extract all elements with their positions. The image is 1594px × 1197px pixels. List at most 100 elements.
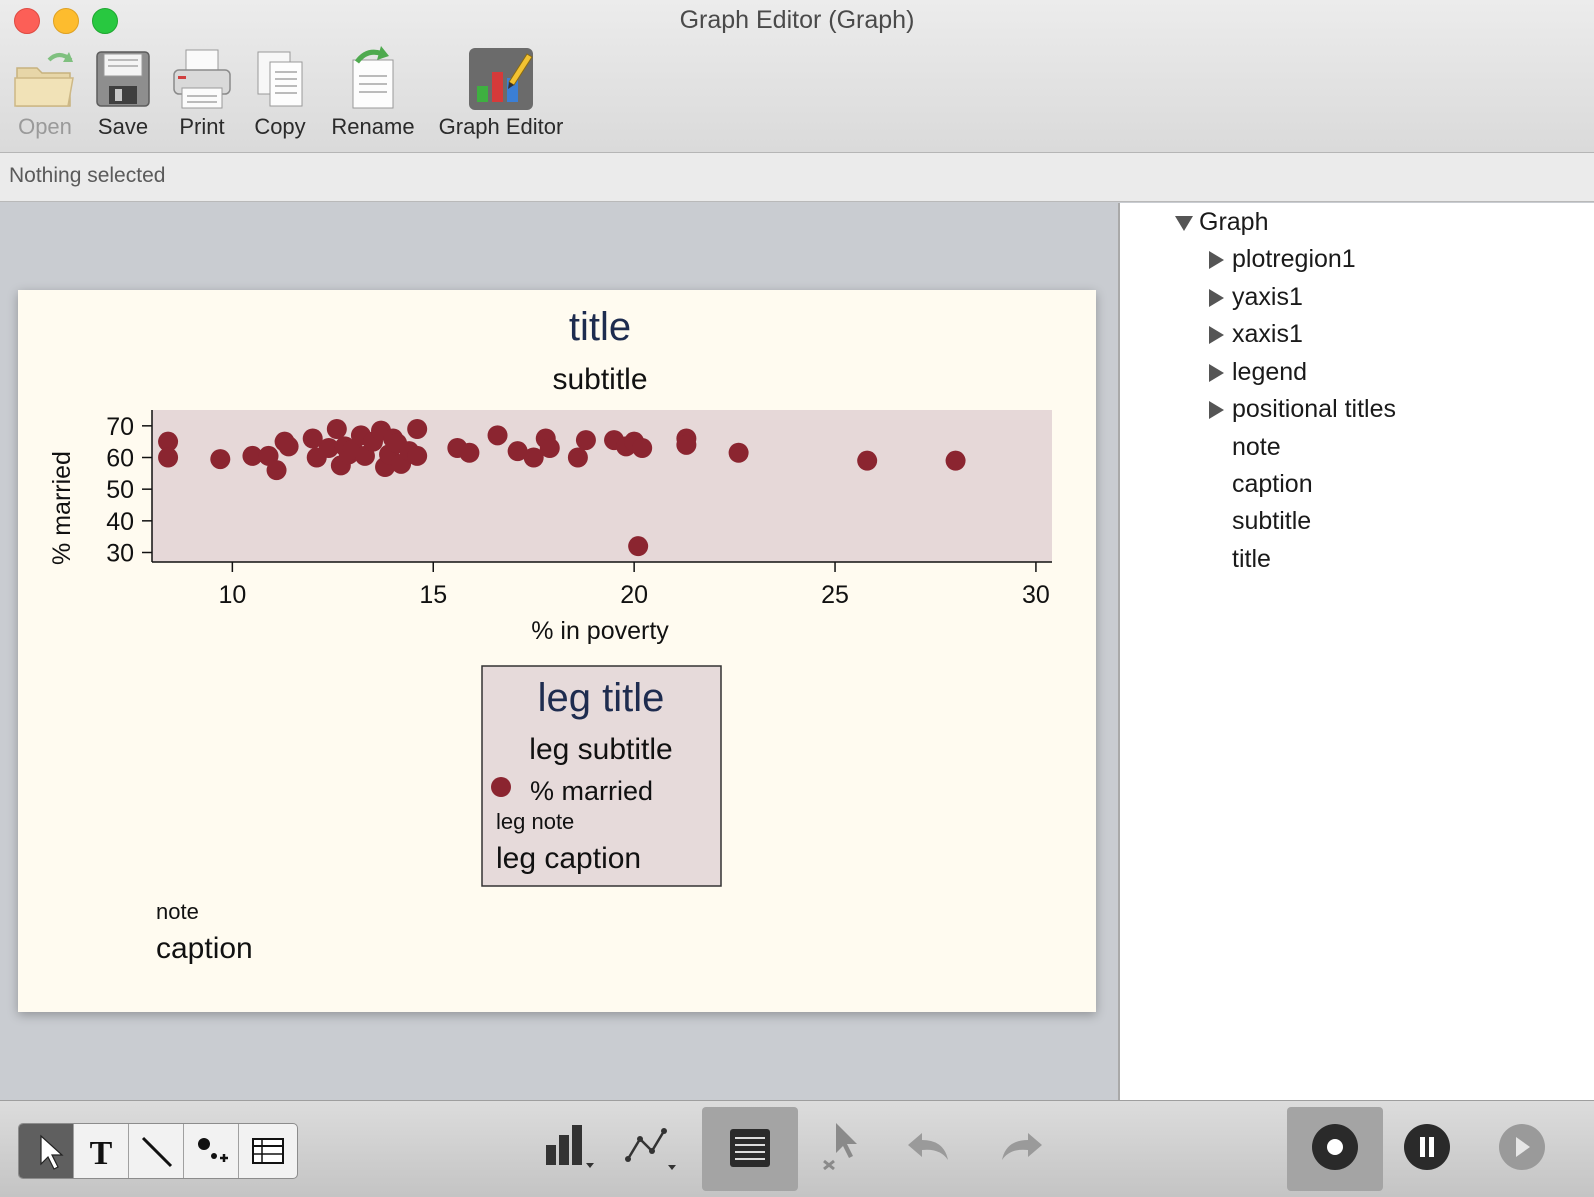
data-point (326, 419, 347, 439)
y-axis-title[interactable]: % married (48, 451, 76, 565)
x-tick-label: 15 (419, 581, 447, 609)
tree-node-legend[interactable]: legend (1209, 358, 1307, 387)
open-button[interactable]: Open (12, 46, 78, 140)
x-tick-label: 20 (620, 581, 648, 609)
y-tick-label: 30 (106, 540, 134, 568)
table-tool-button[interactable] (239, 1124, 294, 1178)
object-browser-toggle-button[interactable] (702, 1107, 798, 1191)
disclosure-triangle-collapsed-icon[interactable] (1209, 251, 1224, 270)
data-point (676, 434, 697, 455)
y-tick-label: 60 (106, 445, 134, 473)
tree-node-xaxis1[interactable]: xaxis1 (1209, 320, 1303, 349)
text-tool-icon: T (90, 1135, 113, 1172)
data-point (459, 442, 480, 463)
tree-node-note[interactable]: note (1232, 433, 1281, 461)
line-graph-icon (625, 1128, 676, 1170)
x-tick-label: 25 (821, 581, 849, 609)
data-point (945, 450, 966, 471)
drawing-tools-group: T (18, 1123, 298, 1179)
legend-frame (481, 665, 722, 887)
data-point (242, 445, 263, 466)
print-button[interactable]: Print (170, 46, 234, 140)
legend-note[interactable]: leg note (496, 809, 574, 834)
graph-title[interactable]: title (569, 305, 631, 349)
tree-node-graph[interactable]: Graph (1175, 208, 1268, 237)
play-button[interactable] (1480, 1107, 1576, 1191)
data-point (278, 436, 299, 457)
graph-scatter-plot[interactable]: 30 40 50 60 70 10 15 20 25 30 title subtitle % in… (18, 290, 1096, 1012)
panel-divider[interactable] (1118, 203, 1120, 1100)
close-window-button[interactable] (14, 8, 40, 34)
pause-icon (1404, 1124, 1450, 1170)
save-button[interactable]: Save (91, 46, 155, 140)
bar-chart-icon (546, 1125, 594, 1168)
undo-button[interactable] (888, 1107, 984, 1191)
line-graph-dropdown-button[interactable] (612, 1107, 708, 1191)
legend-title[interactable]: leg title (538, 676, 665, 720)
legend-caption[interactable]: leg caption (496, 842, 641, 875)
data-point (407, 445, 428, 466)
list-icon (730, 1129, 770, 1167)
graph-page[interactable]: 30 40 50 60 70 10 15 20 25 30 title subtitle % in… (18, 290, 1096, 1012)
table-grid-icon (252, 1138, 284, 1164)
copy-button[interactable]: Copy (248, 46, 312, 140)
disclosure-triangle-collapsed-icon[interactable] (1209, 401, 1224, 420)
contextual-toolbar-button[interactable] (798, 1107, 894, 1191)
data-point (728, 442, 749, 463)
data-point (632, 438, 653, 458)
save-label: Save (97, 114, 149, 139)
line-tool-button[interactable] (129, 1124, 184, 1178)
disclosure-triangle-collapsed-icon[interactable] (1209, 364, 1224, 383)
tree-node-label: xaxis1 (1232, 320, 1303, 348)
legend-key-label: % married (530, 776, 653, 806)
graph-caption[interactable]: caption (156, 932, 253, 965)
legend-subtitle[interactable]: leg subtitle (529, 733, 672, 766)
record-button[interactable] (1287, 1107, 1383, 1191)
graph-editor-button[interactable]: Graph Editor (434, 46, 568, 140)
tree-node-label: legend (1232, 358, 1308, 386)
data-point (318, 438, 339, 458)
tree-node-positional-titles[interactable]: positional titles (1209, 395, 1396, 424)
line-tool-icon (141, 1136, 173, 1168)
data-point (567, 447, 588, 468)
bar-chart-dropdown-button[interactable] (530, 1107, 626, 1191)
x-axis-title[interactable]: % in poverty (531, 617, 669, 645)
tree-node-caption[interactable]: caption (1232, 470, 1313, 498)
editor-bottom-toolbar: T (0, 1100, 1594, 1197)
legend-box[interactable]: leg title leg subtitle % married leg not… (481, 665, 722, 887)
selection-status-bar: Nothing selected (0, 153, 1594, 202)
tree-node-plotregion1[interactable]: plotregion1 (1209, 245, 1356, 274)
data-point (523, 447, 544, 468)
record-icon (1312, 1124, 1358, 1170)
copy-label: Copy (254, 114, 306, 139)
tree-node-subtitle[interactable]: subtitle (1232, 507, 1312, 535)
tree-node-yaxis1[interactable]: yaxis1 (1209, 283, 1303, 312)
disclosure-triangle-expanded-icon[interactable] (1175, 215, 1193, 231)
pointer-tool-button[interactable] (19, 1124, 74, 1178)
tree-node-label: yaxis1 (1232, 283, 1303, 311)
data-point (407, 419, 428, 439)
floppy-disk-icon (91, 46, 155, 112)
svg-text:T: T (90, 1135, 113, 1172)
zoom-window-button[interactable] (92, 8, 118, 34)
disclosure-triangle-collapsed-icon[interactable] (1209, 289, 1224, 308)
tree-node-title[interactable]: title (1232, 545, 1271, 573)
redo-button[interactable] (966, 1107, 1062, 1191)
minimize-window-button[interactable] (53, 8, 79, 34)
disclosure-triangle-collapsed-icon[interactable] (1209, 326, 1224, 345)
graph-note[interactable]: note (156, 899, 199, 924)
plot-region[interactable] (152, 410, 1052, 562)
printer-icon (170, 46, 234, 112)
copy-pages-icon (248, 46, 312, 112)
window-toolbar: Graph Editor (Graph) Open Save (0, 0, 1594, 153)
data-point (158, 447, 179, 468)
pause-button[interactable] (1383, 1107, 1479, 1191)
add-marker-tool-button[interactable] (184, 1124, 239, 1178)
graph-editor-label: Graph Editor (438, 114, 564, 139)
graph-editor-icon (469, 46, 533, 112)
pointer-move-icon (823, 1123, 857, 1171)
y-tick-label: 70 (106, 413, 134, 441)
text-tool-button[interactable]: T (74, 1124, 129, 1178)
rename-button[interactable]: Rename (330, 46, 416, 140)
graph-subtitle[interactable]: subtitle (552, 363, 647, 396)
